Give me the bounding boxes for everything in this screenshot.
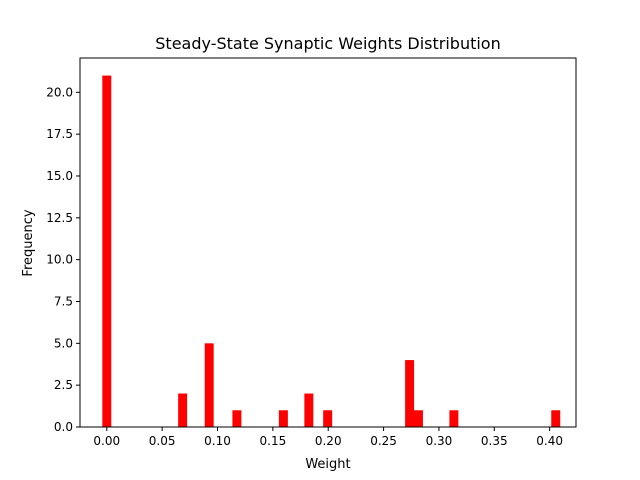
histogram-bar-0: [102, 75, 112, 427]
x-tick-label-0: 0.00: [93, 434, 120, 448]
histogram-bar-8: [413, 410, 423, 427]
x-tick-label-2: 0.10: [204, 434, 231, 448]
x-tick-label-4: 0.20: [315, 434, 342, 448]
y-tick-label-1: 2.5: [54, 378, 73, 392]
histogram-bar-10: [551, 410, 561, 427]
x-tick-label-7: 0.35: [481, 434, 508, 448]
y-tick-label-2: 5.0: [54, 336, 73, 350]
histogram-bar-7: [405, 360, 415, 427]
y-tick-label-4: 10.0: [46, 253, 73, 267]
y-tick-label-8: 20.0: [46, 85, 73, 99]
x-tick-label-8: 0.40: [536, 434, 563, 448]
y-tick-label-3: 7.5: [54, 294, 73, 308]
y-tick-label-0: 0.0: [54, 420, 73, 434]
plot-area-frame: [79, 57, 577, 428]
y-tick-label-7: 17.5: [46, 127, 73, 141]
x-tick-label-6: 0.30: [426, 434, 453, 448]
x-tick-label-5: 0.25: [370, 434, 397, 448]
histogram-bar-2: [204, 343, 214, 427]
x-tick-label-1: 0.05: [149, 434, 176, 448]
histogram-bar-9: [449, 410, 459, 427]
x-axis: 0.00 0.05 0.10 0.15 0.20 0.25 0.30 0.35 0.40: [93, 427, 563, 448]
histogram-bar-4: [278, 410, 288, 427]
histogram-bar-6: [323, 410, 333, 427]
histogram-bar-1: [178, 393, 188, 427]
chart-title: Steady-State Synaptic Weights Distributi…: [155, 34, 500, 53]
histogram-bar-3: [232, 410, 242, 427]
y-tick-label-6: 15.0: [46, 169, 73, 183]
y-axis-label: Frequency: [21, 209, 36, 276]
x-tick-label-3: 0.15: [260, 434, 287, 448]
x-axis-label: Weight: [305, 457, 350, 472]
bars-layer: [102, 75, 561, 427]
y-tick-label-5: 12.5: [46, 211, 73, 225]
histogram-bar-5: [304, 393, 314, 427]
y-axis: 0.0 2.5 5.0 7.5 10.0 12.5 15.0 17.5 20.0: [46, 85, 80, 434]
